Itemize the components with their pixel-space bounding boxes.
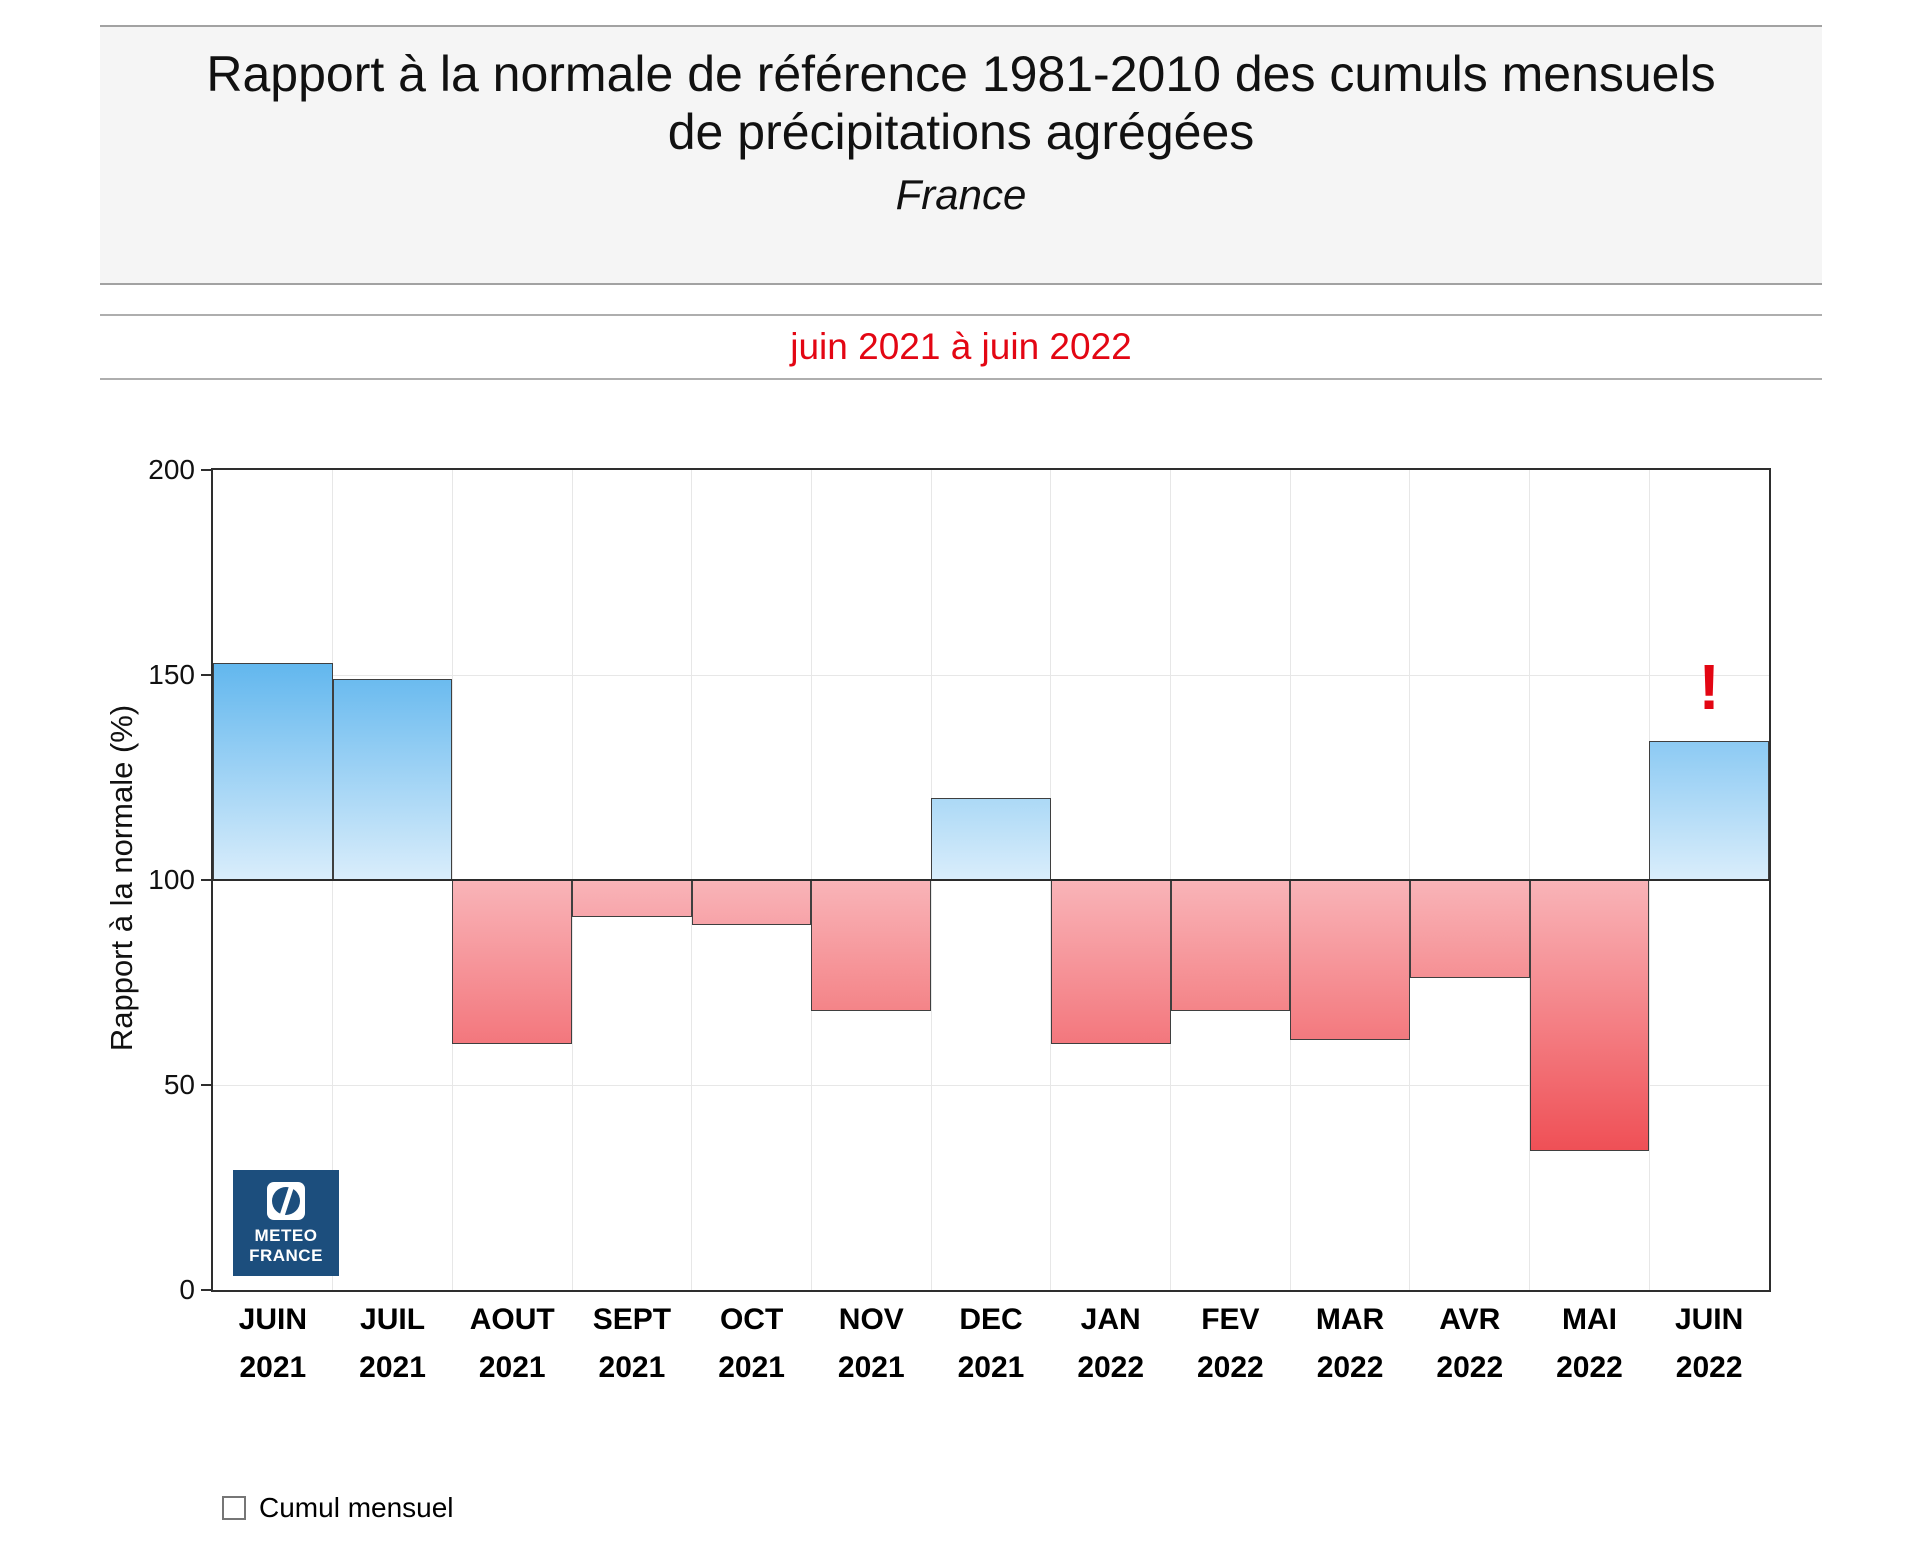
- y-tick-mark: [201, 674, 211, 676]
- x-label-mai-2022: MAI 2022: [1530, 1296, 1650, 1392]
- x-label-mar-2022: MAR 2022: [1290, 1296, 1410, 1392]
- x-label-avr-2022: AVR 2022: [1410, 1296, 1530, 1392]
- x-label-juil-2021: JUIL 2021: [333, 1296, 453, 1392]
- x-label-year: 2021: [598, 1351, 666, 1384]
- y-tick-label: 50: [163, 1069, 195, 1100]
- chart-title-line2: de précipitations agrégées: [667, 104, 1255, 160]
- legend-checkbox[interactable]: [222, 1496, 246, 1520]
- bar-nov-2021: [811, 880, 932, 1012]
- x-label-year: 2021: [359, 1351, 426, 1384]
- bar-juil-2021: [332, 679, 453, 880]
- legend-label: Cumul mensuel: [259, 1492, 454, 1523]
- chart-title-line1: Rapport à la normale de référence 1981-2…: [206, 46, 1716, 102]
- y-tick-mark: [201, 879, 211, 881]
- bar-juin-2021: [213, 662, 333, 880]
- x-label-month: SEPT: [592, 1303, 672, 1336]
- page: { "header": { "title_line1": "Rapport à …: [0, 25, 1920, 1564]
- x-label-juin-2022: JUIN 2022: [1649, 1296, 1769, 1392]
- bar-avr-2022: [1409, 880, 1530, 979]
- x-label-month: MAR: [1315, 1303, 1385, 1336]
- x-label-month: OCT: [719, 1303, 784, 1336]
- exclamation-annotation: !: [1698, 650, 1720, 723]
- y-tick-mark: [201, 469, 211, 471]
- x-label-month: JUIN: [1674, 1303, 1744, 1336]
- horizontal-gridline: [213, 674, 1769, 676]
- bar-mai-2022: [1529, 880, 1650, 1151]
- x-label-year: 2021: [478, 1351, 546, 1384]
- period-label: juin 2021 à juin 2022: [790, 326, 1132, 367]
- logo-text-line2: FRANCE: [249, 1246, 323, 1265]
- y-tick-label: 100: [148, 864, 195, 895]
- x-label-month: FEV: [1201, 1303, 1260, 1336]
- x-label-jan-2022: JAN 2022: [1051, 1296, 1171, 1392]
- x-label-month: AOUT: [469, 1303, 555, 1336]
- x-label-year: 2022: [1077, 1351, 1145, 1384]
- legend: Cumul mensuel: [222, 1492, 454, 1524]
- x-label-month: NOV: [838, 1303, 904, 1336]
- x-label-nov-2021: NOV 2021: [811, 1296, 931, 1392]
- x-label-oct-2021: OCT 2021: [692, 1296, 812, 1392]
- meteo-france-logo: METEO FRANCE: [233, 1170, 339, 1276]
- bar-sept-2021: [572, 880, 692, 917]
- bar-jan-2022: [1050, 880, 1171, 1044]
- y-tick-label: 150: [148, 659, 195, 690]
- x-label-year: 2022: [1556, 1351, 1623, 1384]
- x-label-year: 2021: [239, 1351, 307, 1384]
- bar-fev-2022: [1170, 880, 1291, 1012]
- y-tick-mark: [201, 1084, 211, 1086]
- x-label-month: DEC: [959, 1303, 1023, 1336]
- x-label-month: JUIL: [360, 1303, 426, 1336]
- x-label-aout-2021: AOUT 2021: [452, 1296, 572, 1392]
- plot-area: METEO FRANCE 0 50 100 150 200 JUIN 2021 JUIL 202…: [148, 454, 1771, 1384]
- period-band: juin 2021 à juin 2022: [100, 314, 1822, 380]
- x-label-month: AVR: [1439, 1303, 1501, 1336]
- x-label-year: 2022: [1436, 1351, 1504, 1384]
- meteo-france-icon: [267, 1182, 305, 1220]
- baseline-100-line: [213, 879, 1769, 881]
- x-label-juin-2021: JUIN 2021: [213, 1296, 333, 1392]
- bar-juin-2022: [1649, 740, 1769, 880]
- x-label-month: JAN: [1080, 1303, 1141, 1336]
- horizontal-gridline: [213, 1084, 1769, 1086]
- x-label-month: MAI: [1561, 1303, 1617, 1336]
- x-label-year: 2021: [718, 1351, 785, 1384]
- x-label-year: 2022: [1675, 1351, 1743, 1384]
- x-label-year: 2021: [957, 1351, 1025, 1384]
- bar-dec-2021: [931, 798, 1051, 880]
- y-tick-label: 200: [148, 454, 195, 485]
- y-tick-mark: [201, 1289, 211, 1291]
- x-label-dec-2021: DEC 2021: [931, 1296, 1051, 1392]
- y-tick-label: 0: [179, 1274, 195, 1305]
- x-label-month: JUIN: [238, 1303, 308, 1336]
- bar-oct-2021: [691, 880, 812, 926]
- logo-text-line1: METEO: [254, 1226, 318, 1245]
- x-label-year: 2022: [1316, 1351, 1384, 1384]
- title-panel: Rapport à la normale de référence 1981-2…: [100, 25, 1822, 285]
- x-label-sept-2021: SEPT 2021: [572, 1296, 692, 1392]
- region-subtitle: France: [895, 171, 1027, 218]
- x-label-year: 2022: [1197, 1351, 1264, 1384]
- bar-mar-2022: [1290, 880, 1410, 1040]
- bar-aout-2021: [452, 880, 573, 1044]
- x-label-year: 2021: [837, 1351, 905, 1384]
- x-label-fev-2022: FEV 2022: [1171, 1296, 1291, 1392]
